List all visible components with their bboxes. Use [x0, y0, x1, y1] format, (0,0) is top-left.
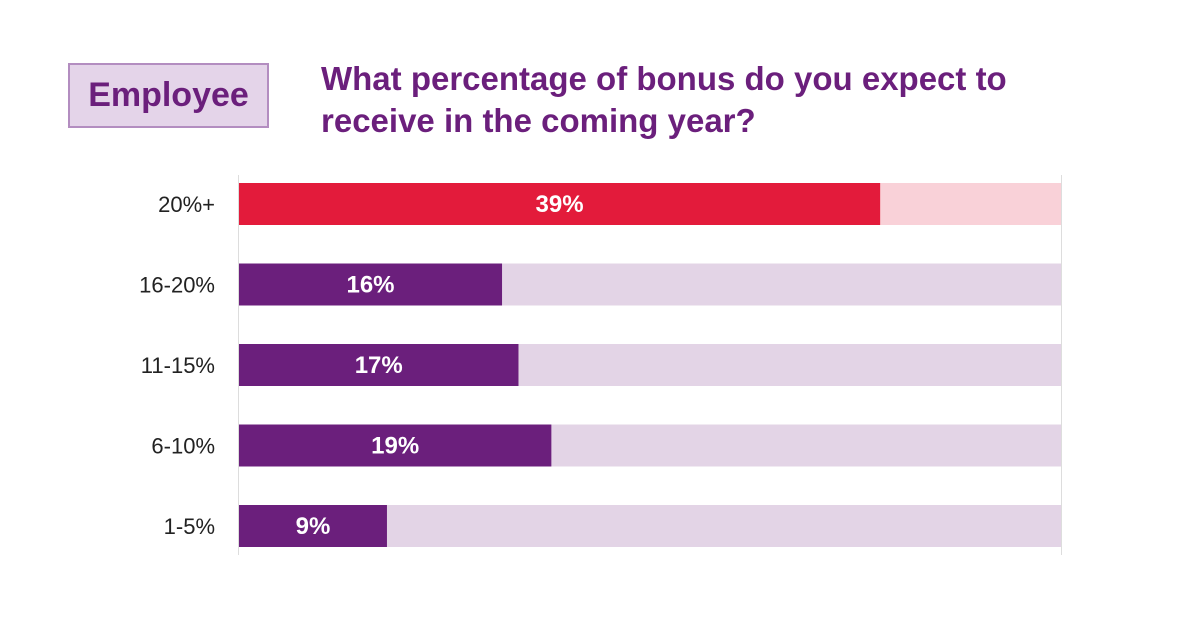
chart-title: What percentage of bonus do you expect t…	[321, 60, 1007, 139]
bar	[239, 344, 519, 386]
category-label: 20%+	[158, 192, 215, 217]
data-label: 16%	[346, 272, 394, 299]
data-label: 9%	[296, 513, 331, 540]
bar	[239, 183, 881, 225]
data-label: 19%	[371, 433, 419, 460]
data-label: 17%	[355, 352, 403, 379]
category-label: 6-10%	[151, 434, 215, 459]
data-label: 39%	[536, 191, 584, 218]
category-label: 1-5%	[164, 514, 215, 539]
bar	[239, 505, 387, 547]
employee-badge-label: Employee	[88, 76, 249, 114]
employee-badge: Employee	[68, 63, 269, 128]
bar	[239, 263, 503, 306]
category-label: 16-20%	[139, 273, 215, 298]
category-label: 11-15%	[141, 353, 215, 378]
bar	[239, 424, 552, 467]
